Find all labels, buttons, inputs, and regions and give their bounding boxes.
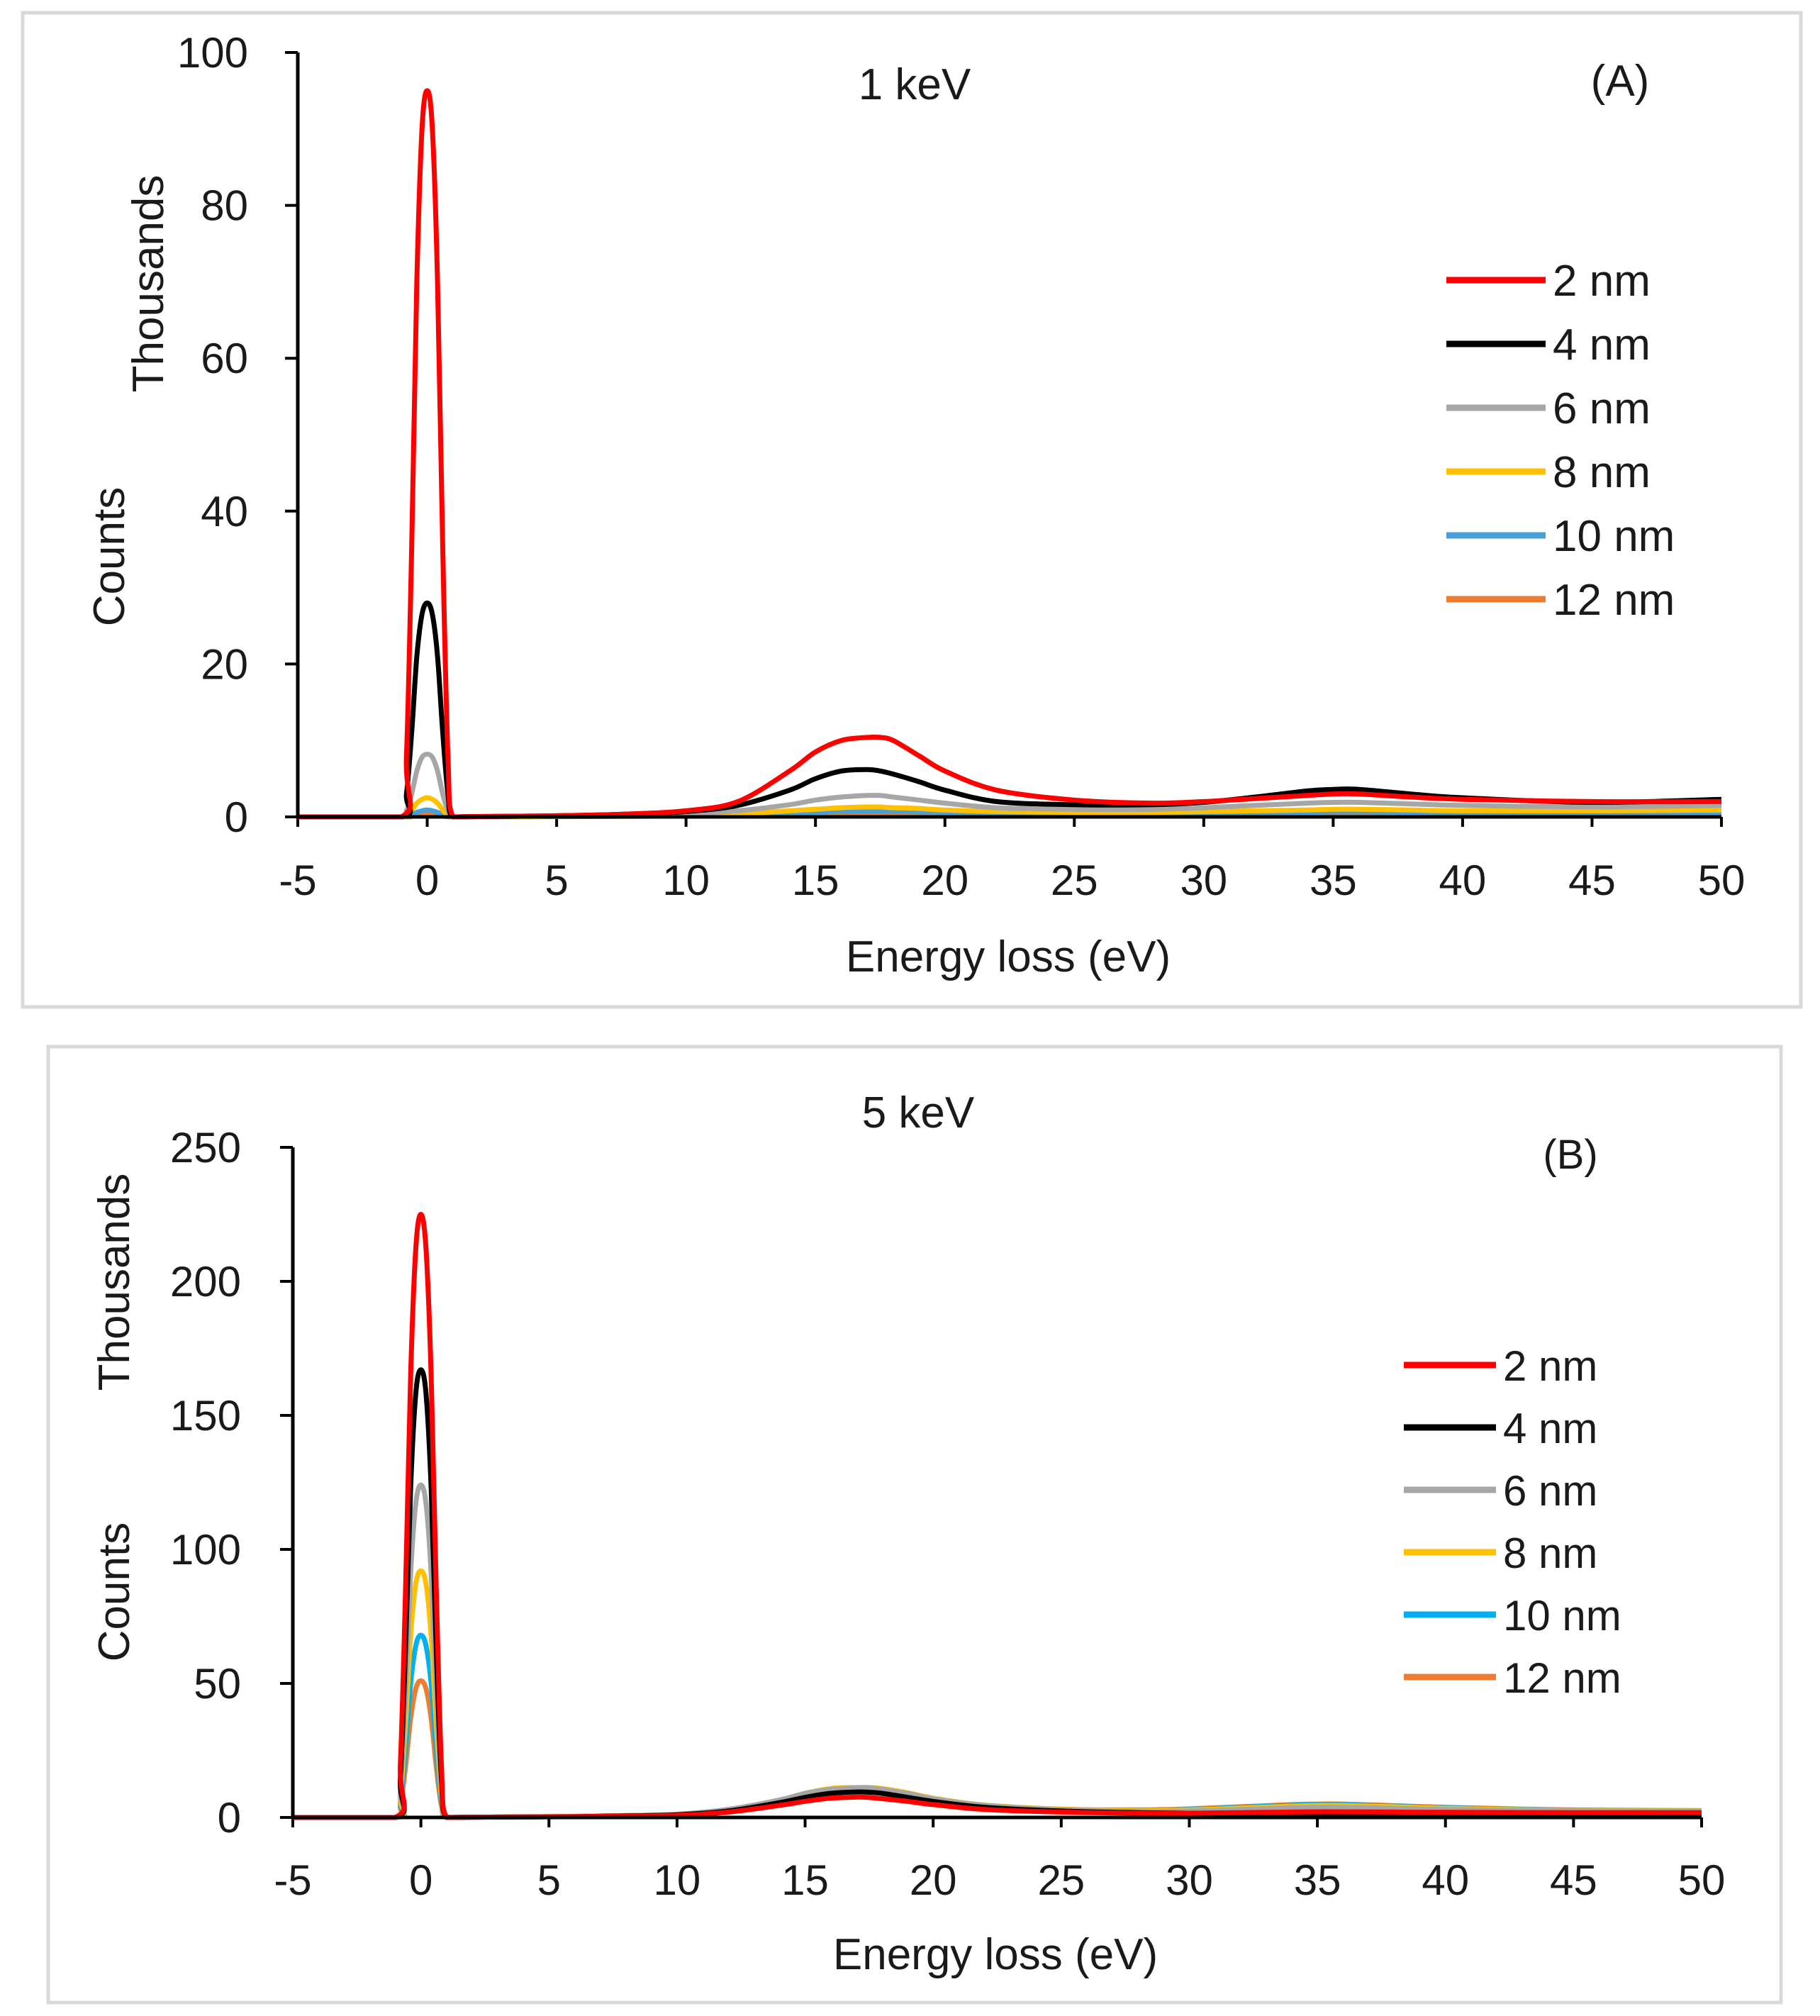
x-tick-label: 0	[409, 1856, 432, 1904]
chart-title: 1 keV	[859, 60, 971, 109]
x-axis-label: Energy loss (eV)	[833, 1930, 1158, 1979]
series-line-8-nm	[298, 795, 1722, 820]
x-tick-label: 15	[781, 1856, 829, 1904]
x-tick-label: 25	[1051, 857, 1098, 904]
x-tick-label: 0	[415, 857, 439, 904]
x-tick-label: 50	[1698, 857, 1746, 904]
legend-label-2-nm: 2 nm	[1553, 257, 1651, 306]
x-tick-label: 25	[1037, 1856, 1085, 1904]
y-tick-label: 40	[201, 488, 248, 535]
y-unit-label: Thousands	[124, 175, 173, 393]
x-tick-label: 40	[1422, 1856, 1469, 1904]
series-line-6-nm	[293, 1482, 1702, 1820]
x-tick-label: 15	[792, 857, 839, 904]
y-tick-label: 20	[201, 640, 248, 688]
y-tick-label: 150	[170, 1392, 241, 1439]
chart-panel-b: 5 keV (B) Thousands Counts Energy loss (…	[90, 1088, 1725, 1979]
series-line-6-nm	[298, 752, 1722, 820]
x-tick-label: -5	[279, 857, 316, 904]
panel-b-frame	[46, 1045, 1783, 2005]
legend-label-8-nm: 8 nm	[1503, 1530, 1597, 1577]
legend-label-2-nm: 2 nm	[1503, 1342, 1597, 1390]
legend-label-12-nm: 12 nm	[1553, 576, 1675, 625]
x-tick-label: 10	[662, 857, 710, 904]
y-tick-label: 50	[194, 1660, 241, 1708]
legend-label-4-nm: 4 nm	[1553, 321, 1651, 369]
x-tick-label: 5	[545, 857, 568, 904]
x-tick-label: 30	[1180, 857, 1227, 904]
y-tick-label: 0	[218, 1794, 241, 1842]
panel-a-frame	[21, 11, 1803, 1009]
y-tick-label: 100	[170, 1526, 241, 1574]
legend: 2 nm 4 nm 6 nm 8 nm 10 nm 12 nm	[1446, 257, 1675, 625]
y-tick-label: 200	[170, 1258, 241, 1305]
legend-label-6-nm: 6 nm	[1553, 384, 1651, 433]
panel-label: (B)	[1543, 1132, 1597, 1178]
x-tick-label: 20	[921, 857, 968, 904]
legend-label-12-nm: 12 nm	[1503, 1654, 1621, 1702]
ticks-layer: -5 0 5 10 15 20 25 30 35 40 45 50 0 50 100 150 200 250	[170, 1124, 1725, 1904]
x-tick-label: 10	[654, 1856, 701, 1904]
legend: 2 nm 4 nm 6 nm 8 nm 10 nm 12 nm	[1404, 1342, 1621, 1702]
legend-label-8-nm: 8 nm	[1553, 448, 1651, 497]
x-tick-label: 45	[1568, 857, 1616, 904]
x-tick-label: 50	[1678, 1856, 1726, 1904]
axes-layer	[291, 1147, 1702, 1820]
y-tick-label: 60	[201, 335, 248, 382]
x-tick-label: 45	[1550, 1856, 1597, 1904]
y-axis-label: Counts	[85, 487, 134, 626]
chart-panel-a: 1 keV (A) Thousands Counts Energy loss (…	[85, 29, 1745, 981]
y-tick-label: 100	[177, 29, 248, 77]
y-tick-label: 80	[201, 182, 248, 230]
y-tick-label: 0	[225, 793, 248, 841]
x-tick-label: -5	[274, 1856, 311, 1904]
series-line-4-nm	[298, 600, 1722, 820]
x-tick-label: 40	[1439, 857, 1487, 904]
y-tick-label: 250	[170, 1124, 241, 1171]
x-tick-label: 30	[1166, 1856, 1213, 1904]
y-unit-label: Thousands	[90, 1174, 139, 1391]
series-line-2-nm	[293, 1212, 1702, 1820]
series-line-2-nm	[298, 88, 1722, 820]
axes-layer	[296, 52, 1721, 819]
panel-label: (A)	[1591, 57, 1650, 106]
x-tick-label: 35	[1310, 857, 1357, 904]
series-line-10-nm	[298, 807, 1722, 820]
chart-title: 5 keV	[862, 1088, 975, 1137]
legend-label-4-nm: 4 nm	[1503, 1405, 1597, 1452]
x-tick-label: 20	[910, 1856, 957, 1904]
x-axis-label: Energy loss (eV)	[846, 932, 1171, 981]
x-tick-label: 35	[1294, 1856, 1341, 1904]
legend-label-6-nm: 6 nm	[1503, 1467, 1597, 1515]
y-axis-label: Counts	[90, 1522, 139, 1661]
legend-label-10-nm: 10 nm	[1503, 1592, 1621, 1639]
x-tick-label: 5	[537, 1856, 561, 1904]
series-layer	[298, 88, 1722, 820]
ticks-layer: -5 0 5 10 15 20 25 30 35 40 45 50 0 20 40 60 80 100	[177, 29, 1745, 904]
series-layer	[293, 1212, 1702, 1820]
legend-label-10-nm: 10 nm	[1553, 512, 1675, 561]
